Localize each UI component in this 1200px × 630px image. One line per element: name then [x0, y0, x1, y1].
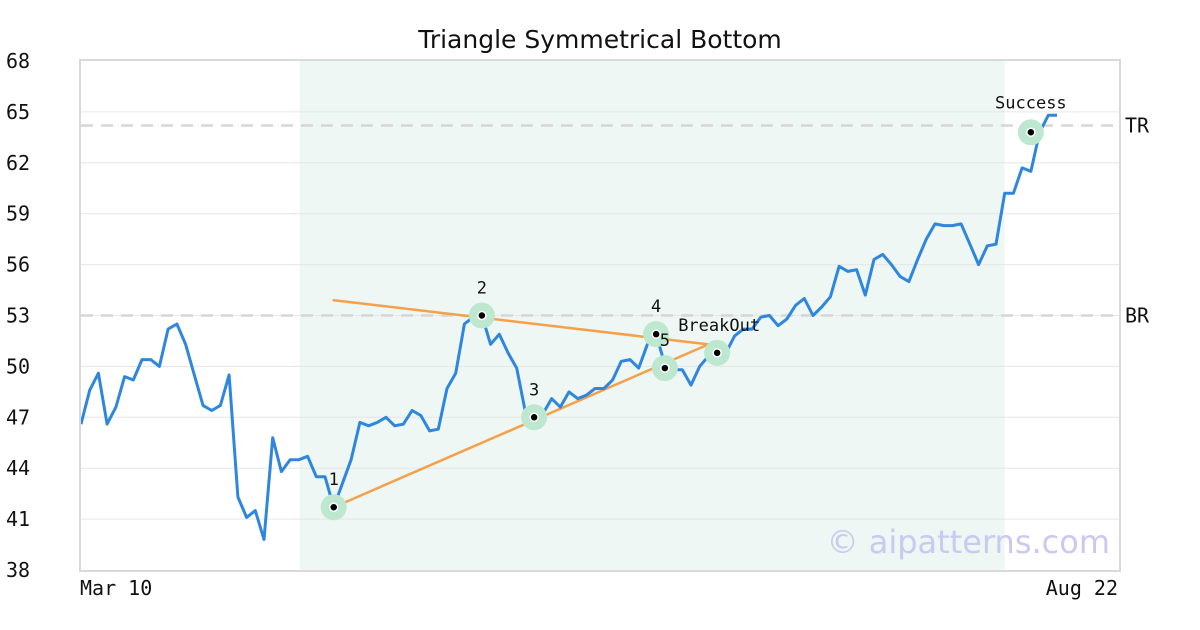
gridlines: [81, 111, 1119, 520]
y-tick-41: 41: [6, 507, 30, 531]
pivot-dot-success: [1026, 127, 1036, 138]
plot-frame: [79, 59, 1121, 572]
y-tick-62: 62: [6, 151, 30, 175]
pivot-label-1: 1: [329, 470, 339, 490]
y-tick-47: 47: [6, 405, 30, 429]
pivot-label-3: 3: [529, 380, 539, 400]
pivot-label-5: 5: [660, 331, 670, 351]
level-lines: TR BR: [81, 113, 1150, 328]
level-label-tr: TR: [1125, 113, 1150, 137]
trendline-lower: [332, 343, 710, 509]
pivot-label-success: Success: [995, 93, 1067, 113]
pivot-label-breakout: BreakOut: [678, 316, 760, 336]
price-line: [79, 113, 1057, 541]
pivot-label-4: 4: [651, 297, 661, 317]
y-tick-59: 59: [6, 202, 30, 226]
y-tick-38: 38: [6, 558, 30, 582]
pivot-dot-2: [477, 310, 487, 321]
chart-title: Triangle Symmetrical Bottom: [417, 25, 782, 54]
pivot-dot-1: [328, 502, 339, 512]
pivot-dot-3: [529, 412, 539, 423]
y-tick-56: 56: [6, 253, 30, 277]
pivot-label-2: 2: [477, 279, 487, 299]
y-tick-50: 50: [6, 354, 30, 378]
pivot-dot-5: [660, 363, 670, 373]
x-tick-end: Aug 22: [1046, 576, 1118, 600]
pivot-points: 1 2 3 4 5 BreakOut Success: [320, 93, 1067, 521]
x-tick-start: Mar 10: [80, 576, 152, 600]
watermark: © aipatterns.com: [827, 523, 1110, 561]
price-series: [79, 113, 1057, 541]
level-label-br: BR: [1125, 304, 1150, 328]
y-tick-68: 68: [6, 49, 30, 73]
pivot-dot-4: [651, 329, 661, 339]
y-tick-44: 44: [6, 456, 30, 480]
pivot-dot-breakout: [712, 348, 722, 358]
y-tick-53: 53: [6, 304, 30, 328]
y-tick-65: 65: [6, 100, 30, 124]
y-axis-ticks: 38 41 44 47 50 53 56 59 62 65 68: [6, 49, 30, 582]
